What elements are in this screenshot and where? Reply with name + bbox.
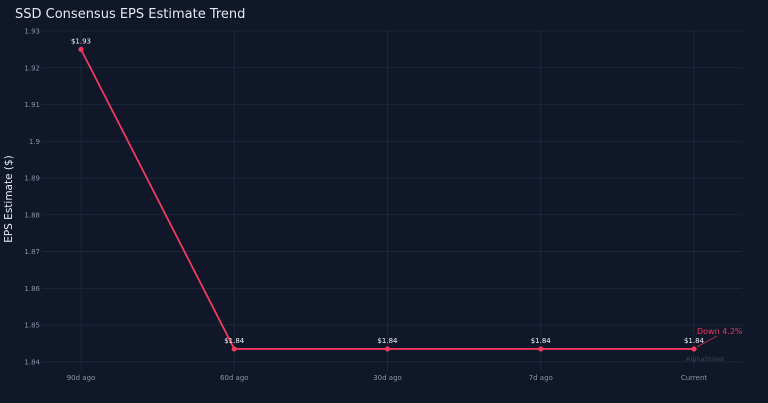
data-label: $1.93 bbox=[71, 37, 91, 45]
x-tick-label: 7d ago bbox=[529, 374, 553, 382]
y-tick-label: 1.87 bbox=[24, 248, 40, 256]
data-point[interactable] bbox=[691, 346, 697, 352]
y-tick-label: 1.86 bbox=[24, 285, 40, 293]
watermark: AlphaStreet bbox=[686, 355, 725, 363]
y-tick-label: 1.88 bbox=[24, 211, 40, 219]
data-label: $1.84 bbox=[377, 337, 398, 345]
y-tick-label: 1.93 bbox=[24, 28, 40, 36]
y-tick-label: 1.85 bbox=[24, 322, 40, 330]
annotation-arrow bbox=[696, 335, 718, 348]
data-label: $1.84 bbox=[531, 337, 552, 345]
data-point[interactable] bbox=[384, 346, 391, 352]
x-tick-label: Current bbox=[681, 374, 708, 382]
x-tick-label: 30d ago bbox=[373, 374, 402, 382]
y-tick-label: 1.91 bbox=[24, 101, 40, 109]
y-tick-label: 1.84 bbox=[24, 358, 40, 366]
data-point[interactable] bbox=[538, 346, 544, 352]
y-tick-label: 1.92 bbox=[24, 64, 40, 72]
y-tick-label: 1.89 bbox=[24, 175, 40, 183]
data-label: $1.84 bbox=[224, 337, 245, 345]
data-point[interactable] bbox=[78, 46, 84, 52]
data-point[interactable] bbox=[231, 346, 237, 352]
chart-title: SSD Consensus EPS Estimate Trend bbox=[15, 7, 246, 22]
x-tick-label: 90d ago bbox=[67, 374, 96, 382]
data-label: $1.84 bbox=[684, 337, 705, 345]
annotation-text: Down 4.2% bbox=[697, 327, 743, 336]
y-tick-label: 1.9 bbox=[29, 138, 40, 146]
y-axis-title: EPS Estimate ($) bbox=[3, 155, 15, 243]
x-tick-label: 60d ago bbox=[220, 374, 249, 382]
